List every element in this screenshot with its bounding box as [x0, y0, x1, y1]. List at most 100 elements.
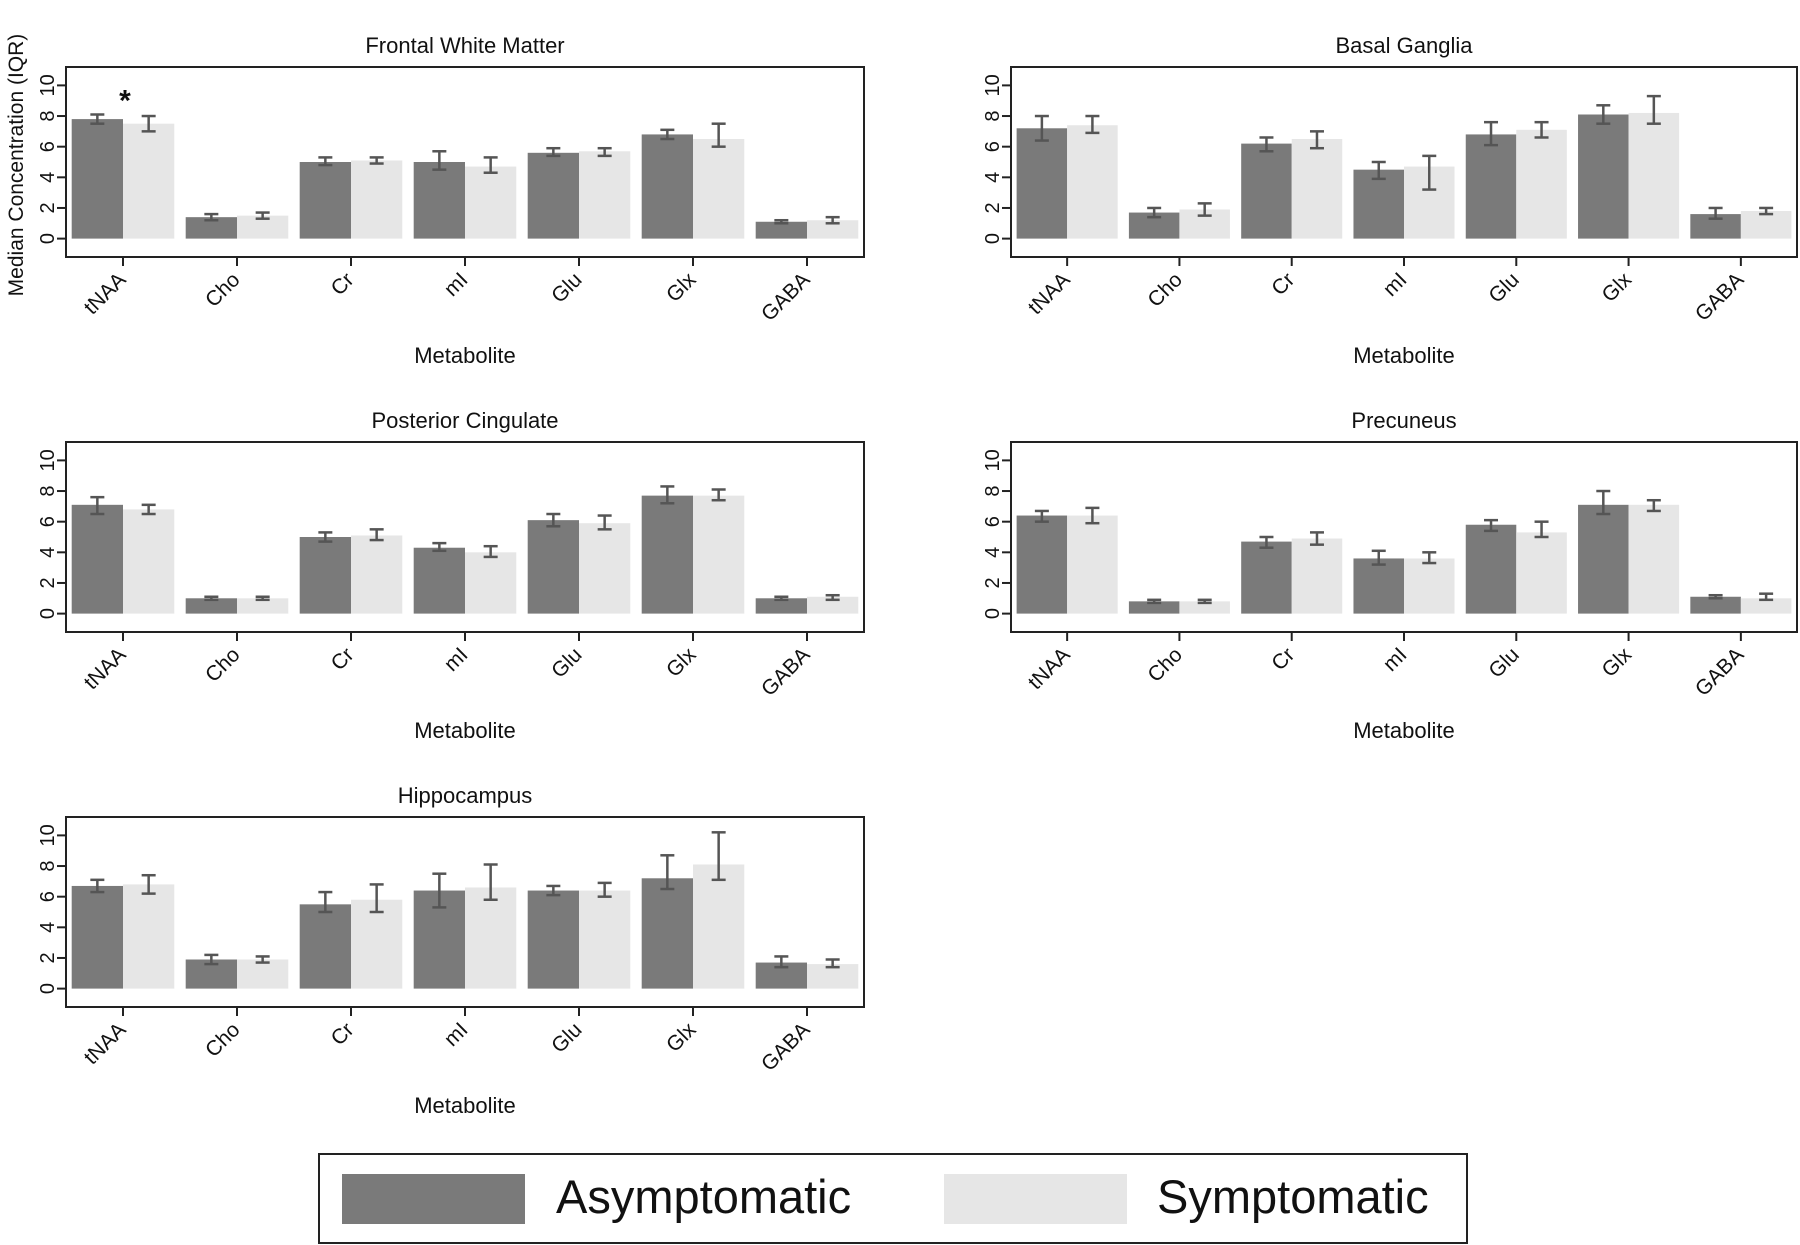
y-tick-label: 4: [37, 547, 59, 558]
chart-title: Posterior Cingulate: [371, 408, 558, 433]
bar-asymptomatic-glx: [641, 134, 693, 239]
error-bar-symptomatic-cho: [1197, 598, 1212, 605]
bar-symptomatic-glu: [579, 523, 631, 614]
error-bar-symptomatic-glu: [1534, 120, 1549, 139]
y-tick-label: 4: [37, 172, 59, 183]
error-bar-symptomatic-mi: [483, 156, 498, 174]
x-tick-label-glx: Glx: [1598, 643, 1637, 682]
error-bar-symptomatic-glu: [597, 881, 612, 898]
error-bar-symptomatic-gaba: [1759, 592, 1774, 602]
error-bar-asymptomatic-gaba: [1708, 206, 1723, 220]
y-tick-label: 4: [982, 172, 1004, 183]
y-tick-label: 10: [982, 74, 1004, 96]
x-axis-label: Metabolite: [414, 343, 516, 368]
bar-symptomatic-gaba: [1740, 211, 1792, 239]
error-bar-symptomatic-cr: [369, 528, 384, 542]
chart-title: Precuneus: [1351, 408, 1456, 433]
error-bar-symptomatic-mi: [1422, 551, 1437, 565]
x-tick-label-cho: Cho: [201, 643, 245, 687]
x-tick-label-cho: Cho: [201, 268, 245, 312]
bar-symptomatic-glu: [1516, 532, 1567, 614]
bar-asymptomatic-glu: [1465, 134, 1517, 239]
x-tick-label-glu: Glu: [547, 1018, 586, 1057]
bar-asymptomatic-tnaa: [71, 504, 123, 614]
bar-symptomatic-glu: [579, 890, 631, 989]
bar-asymptomatic-tnaa: [1016, 128, 1068, 239]
bar-asymptomatic-gaba: [1690, 596, 1741, 614]
y-tick-label: 2: [37, 952, 59, 963]
chart-title: Basal Ganglia: [1336, 33, 1474, 58]
bar-symptomatic-tnaa: [1067, 125, 1118, 239]
x-tick-label-cr: Cr: [327, 1018, 359, 1050]
error-bar-symptomatic-glu: [1534, 520, 1549, 539]
error-bar-asymptomatic-glu: [1484, 120, 1499, 147]
legend-swatch-asymptomatic: [342, 1174, 525, 1224]
bar-symptomatic-mi: [465, 887, 517, 989]
x-tick-label-tnaa: tNAA: [80, 268, 131, 319]
error-bar-symptomatic-mi: [1422, 154, 1437, 191]
y-tick-label: 0: [37, 608, 59, 619]
error-bar-symptomatic-mi: [483, 544, 498, 559]
bar-asymptomatic-glx: [641, 878, 693, 989]
bar-symptomatic-glx: [693, 139, 745, 239]
error-bar-symptomatic-tnaa: [141, 503, 156, 516]
y-tick-label: 8: [982, 110, 1004, 121]
error-bar-asymptomatic-glu: [546, 512, 561, 528]
error-bar-asymptomatic-tnaa: [90, 878, 105, 894]
error-bar-asymptomatic-tnaa: [90, 113, 105, 125]
bar-asymptomatic-cho: [185, 217, 237, 239]
chart-panel-posterior-cingulate: Posterior Cingulate 0 2 4 6 8 10 tNAA Cho Cr mI Glu…: [37, 408, 865, 743]
x-tick-label-cr: Cr: [1267, 643, 1299, 675]
bar-asymptomatic-gaba: [755, 221, 807, 239]
bar-asymptomatic-glu: [527, 520, 579, 614]
error-bar-asymptomatic-gaba: [774, 595, 789, 602]
x-tick-label-glu: Glu: [1484, 643, 1523, 682]
y-tick-label: 0: [37, 233, 59, 244]
x-tick-label-tnaa: tNAA: [80, 1018, 131, 1069]
error-bar-symptomatic-glx: [711, 122, 726, 148]
error-bar-asymptomatic-glx: [1596, 489, 1611, 516]
y-tick-label: 0: [982, 233, 1004, 244]
x-tick-label-mi: mI: [1379, 268, 1412, 301]
bar-symptomatic-cho: [1179, 601, 1230, 614]
chart-title: Hippocampus: [398, 783, 533, 808]
y-tick-label: 8: [37, 860, 59, 871]
error-bar-symptomatic-cr: [1309, 531, 1324, 546]
error-bar-symptomatic-tnaa: [141, 873, 156, 895]
bar-asymptomatic-glu: [1465, 524, 1517, 614]
error-bar-symptomatic-glx: [711, 831, 726, 882]
bar-asymptomatic-cr: [1241, 143, 1292, 239]
x-tick-label-tnaa: tNAA: [1024, 643, 1075, 694]
x-tick-label-glx: Glx: [662, 268, 701, 307]
x-tick-label-mi: mI: [440, 268, 473, 301]
bar-symptomatic-glx: [1628, 112, 1680, 239]
y-tick-label: 6: [982, 141, 1004, 152]
error-bar-asymptomatic-cho: [1147, 206, 1162, 219]
x-axis-label: Metabolite: [1353, 718, 1455, 743]
error-bar-asymptomatic-cr: [1259, 136, 1274, 153]
x-tick-label-glx: Glx: [662, 643, 701, 682]
error-bar-symptomatic-mi: [483, 863, 498, 901]
bar-symptomatic-cr: [1291, 538, 1343, 614]
error-bar-symptomatic-gaba: [825, 593, 840, 602]
bar-symptomatic-cr: [1291, 139, 1343, 239]
x-tick-label-cr: Cr: [327, 643, 359, 675]
error-bar-symptomatic-cr: [369, 883, 384, 914]
error-bar-asymptomatic-tnaa: [1034, 114, 1049, 142]
error-bar-symptomatic-glu: [597, 514, 612, 531]
x-tick-label-glu: Glu: [547, 268, 586, 307]
error-bar-asymptomatic-glx: [660, 128, 675, 141]
bar-asymptomatic-glu: [527, 152, 579, 239]
x-tick-label-mi: mI: [440, 643, 473, 676]
bar-asymptomatic-cho: [185, 598, 237, 614]
legend-swatch-symptomatic: [944, 1174, 1127, 1224]
bar-asymptomatic-gaba: [755, 598, 807, 614]
error-bar-asymptomatic-gaba: [1708, 593, 1723, 600]
error-bar-asymptomatic-gaba: [774, 218, 789, 225]
y-tick-label: 0: [37, 983, 59, 994]
x-tick-label-gaba: GABA: [1691, 643, 1749, 701]
x-tick-label-mi: mI: [440, 1018, 473, 1051]
bar-asymptomatic-mi: [1353, 169, 1404, 239]
bar-symptomatic-glu: [579, 151, 631, 239]
legend-label-symptomatic: Symptomatic: [1157, 1170, 1429, 1223]
